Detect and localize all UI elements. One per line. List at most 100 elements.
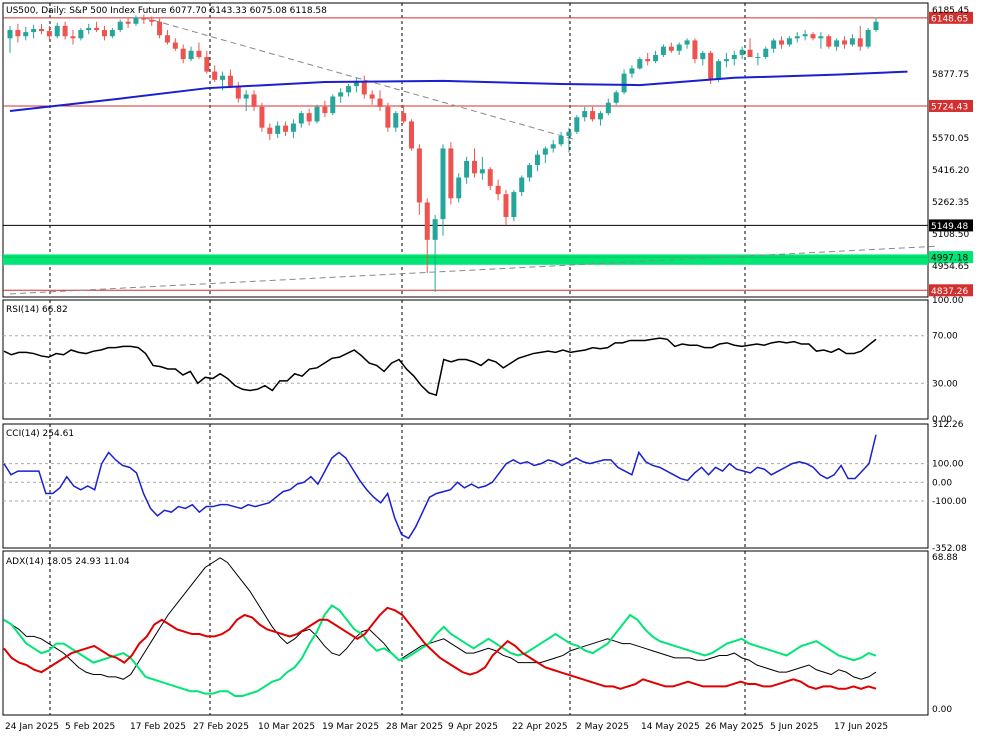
candle-body[interactable] bbox=[275, 125, 281, 134]
candle-body[interactable] bbox=[653, 54, 659, 62]
candle-body[interactable] bbox=[629, 68, 635, 74]
candle-body[interactable] bbox=[109, 30, 115, 37]
candles-layer[interactable] bbox=[7, 14, 879, 292]
candle-body[interactable] bbox=[54, 25, 60, 37]
candle-body[interactable] bbox=[865, 30, 871, 47]
candle-body[interactable] bbox=[550, 144, 556, 149]
candle-body[interactable] bbox=[668, 46, 674, 51]
candle-body[interactable] bbox=[290, 123, 296, 132]
candle-body[interactable] bbox=[708, 52, 714, 80]
candle-body[interactable] bbox=[471, 160, 477, 174]
candle-body[interactable] bbox=[440, 148, 446, 220]
candle-body[interactable] bbox=[747, 49, 753, 58]
candle-body[interactable] bbox=[227, 75, 233, 87]
candle-body[interactable] bbox=[393, 113, 399, 128]
candle-body[interactable] bbox=[330, 96, 336, 114]
candle-body[interactable] bbox=[314, 106, 320, 122]
candle-body[interactable] bbox=[574, 117, 580, 132]
candle-body[interactable] bbox=[23, 32, 29, 37]
candle-body[interactable] bbox=[62, 25, 68, 37]
candle-body[interactable] bbox=[298, 113, 304, 124]
candle-body[interactable] bbox=[684, 40, 690, 45]
candle-body[interactable] bbox=[755, 57, 761, 59]
candle-body[interactable] bbox=[834, 40, 840, 47]
candle-body[interactable] bbox=[605, 102, 611, 114]
candle-body[interactable] bbox=[424, 202, 430, 240]
candle-body[interactable] bbox=[771, 40, 777, 49]
candle-body[interactable] bbox=[810, 34, 816, 39]
candle-body[interactable] bbox=[802, 34, 808, 37]
candle-body[interactable] bbox=[660, 46, 666, 55]
candle-body[interactable] bbox=[503, 194, 509, 218]
candle-body[interactable] bbox=[46, 31, 52, 37]
candle-body[interactable] bbox=[487, 169, 493, 186]
candle-body[interactable] bbox=[818, 36, 824, 39]
candle-body[interactable] bbox=[566, 131, 572, 136]
candle-body[interactable] bbox=[794, 36, 800, 39]
candle-body[interactable] bbox=[716, 61, 722, 80]
candle-body[interactable] bbox=[188, 50, 194, 60]
candle-body[interactable] bbox=[361, 81, 367, 95]
candle-body[interactable] bbox=[582, 111, 588, 118]
candle-body[interactable] bbox=[212, 71, 218, 80]
candle-body[interactable] bbox=[353, 81, 359, 87]
candle-body[interactable] bbox=[826, 36, 832, 47]
candle-body[interactable] bbox=[637, 59, 643, 69]
candle-body[interactable] bbox=[94, 27, 100, 31]
candle-body[interactable] bbox=[621, 73, 627, 93]
candle-body[interactable] bbox=[70, 36, 76, 39]
candle-body[interactable] bbox=[267, 127, 273, 134]
candle-body[interactable] bbox=[456, 177, 462, 199]
candle-body[interactable] bbox=[645, 59, 651, 62]
candle-body[interactable] bbox=[842, 40, 848, 45]
candle-body[interactable] bbox=[511, 192, 517, 218]
candle-body[interactable] bbox=[779, 40, 785, 45]
candle-body[interactable] bbox=[251, 94, 257, 107]
candle-body[interactable] bbox=[259, 106, 265, 128]
candle-body[interactable] bbox=[409, 121, 415, 149]
candle-body[interactable] bbox=[731, 54, 737, 60]
candle-body[interactable] bbox=[849, 38, 855, 45]
candle-body[interactable] bbox=[164, 35, 170, 43]
candle-body[interactable] bbox=[149, 19, 155, 22]
candle-body[interactable] bbox=[125, 21, 131, 24]
candle-body[interactable] bbox=[479, 169, 485, 174]
candle-body[interactable] bbox=[78, 30, 84, 39]
candle-body[interactable] bbox=[338, 92, 344, 97]
candle-body[interactable] bbox=[519, 177, 525, 193]
candle-body[interactable] bbox=[527, 165, 533, 178]
candle-body[interactable] bbox=[204, 57, 210, 72]
candle-body[interactable] bbox=[542, 148, 548, 155]
candle-body[interactable] bbox=[196, 50, 202, 58]
candle-body[interactable] bbox=[558, 135, 564, 145]
candle-body[interactable] bbox=[220, 75, 226, 80]
candle-body[interactable] bbox=[180, 48, 186, 60]
candle-body[interactable] bbox=[857, 38, 863, 47]
candle-body[interactable] bbox=[401, 113, 407, 122]
candle-body[interactable] bbox=[432, 219, 438, 240]
candle-body[interactable] bbox=[38, 28, 44, 32]
candle-body[interactable] bbox=[243, 94, 249, 99]
candle-body[interactable] bbox=[873, 21, 879, 31]
candle-body[interactable] bbox=[235, 86, 241, 99]
candle-body[interactable] bbox=[786, 38, 792, 45]
candle-body[interactable] bbox=[346, 86, 352, 93]
candle-body[interactable] bbox=[613, 92, 619, 103]
candle-body[interactable] bbox=[31, 28, 37, 33]
candle-body[interactable] bbox=[464, 160, 470, 178]
candle-body[interactable] bbox=[597, 113, 603, 120]
candle-body[interactable] bbox=[101, 30, 107, 37]
candle-body[interactable] bbox=[385, 106, 391, 128]
candle-body[interactable] bbox=[369, 94, 375, 99]
candle-body[interactable] bbox=[763, 48, 769, 58]
candle-body[interactable] bbox=[117, 21, 123, 31]
candle-body[interactable] bbox=[306, 113, 312, 122]
candle-body[interactable] bbox=[15, 30, 21, 37]
candle-body[interactable] bbox=[283, 125, 289, 132]
candle-body[interactable] bbox=[676, 44, 682, 51]
candle-body[interactable] bbox=[739, 49, 745, 55]
candle-body[interactable] bbox=[590, 111, 596, 120]
candle-body[interactable] bbox=[723, 59, 729, 62]
candle-body[interactable] bbox=[534, 154, 540, 166]
candle-body[interactable] bbox=[692, 40, 698, 60]
